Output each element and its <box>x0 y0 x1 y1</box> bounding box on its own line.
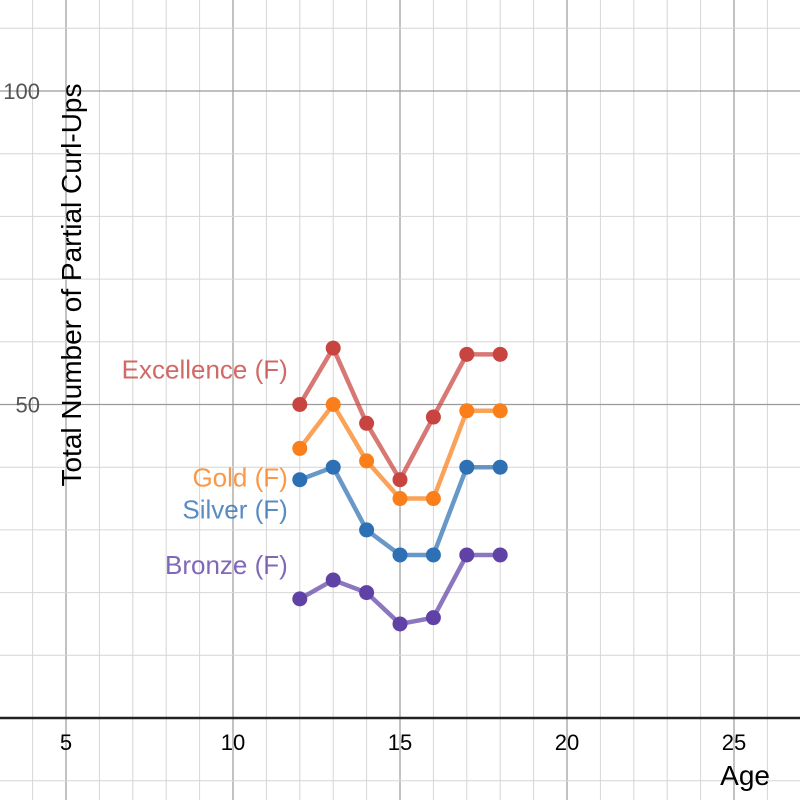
data-point <box>359 415 375 431</box>
data-point <box>325 340 341 356</box>
series-labels: Excellence (F) Gold (F)Silver (F) Bronze (… <box>122 355 288 580</box>
data-point <box>425 491 441 507</box>
axes: 5 10 15 20 25 50 100 <box>0 79 800 755</box>
data-point <box>359 522 375 538</box>
x-tick-label: 5 <box>60 730 72 755</box>
y-tick-label: 100 <box>3 79 40 104</box>
data-point <box>392 472 408 488</box>
data-point <box>492 547 508 563</box>
x-tick-label: 10 <box>221 730 245 755</box>
data-point <box>325 397 341 412</box>
x-tick-label: 25 <box>722 730 746 755</box>
data-point <box>459 459 475 475</box>
data-point <box>359 585 375 601</box>
data-point <box>359 453 375 469</box>
data-point <box>292 591 308 607</box>
data-point <box>392 491 408 507</box>
y-tick-label: 50 <box>16 393 40 418</box>
x-tick-label: 20 <box>555 730 579 755</box>
series <box>292 397 508 507</box>
data-point <box>425 610 441 626</box>
data-point <box>325 459 341 475</box>
data-point <box>425 409 441 425</box>
data-point <box>459 403 475 419</box>
data-point <box>292 397 308 412</box>
data-point <box>459 547 475 563</box>
series-group <box>292 340 508 632</box>
series <box>292 340 508 488</box>
series-label: Bronze (F) <box>165 550 288 580</box>
data-point <box>425 547 441 563</box>
series-label: Gold (F) <box>192 462 287 492</box>
series <box>292 459 508 563</box>
data-point <box>492 403 508 419</box>
series <box>292 547 508 632</box>
data-point <box>459 346 475 362</box>
y-axis-label: Total Number of Partial Curl-Ups <box>56 83 87 486</box>
data-point <box>292 472 308 488</box>
x-tick-label: 15 <box>388 730 412 755</box>
data-point <box>492 459 508 475</box>
series-label: Excellence (F) <box>122 355 288 385</box>
data-point <box>392 616 408 632</box>
data-point <box>292 440 308 456</box>
x-axis-label: Age <box>720 760 770 791</box>
data-point <box>325 572 341 588</box>
series-label: Silver (F) <box>182 495 287 525</box>
data-point <box>392 547 408 563</box>
data-point <box>492 346 508 362</box>
